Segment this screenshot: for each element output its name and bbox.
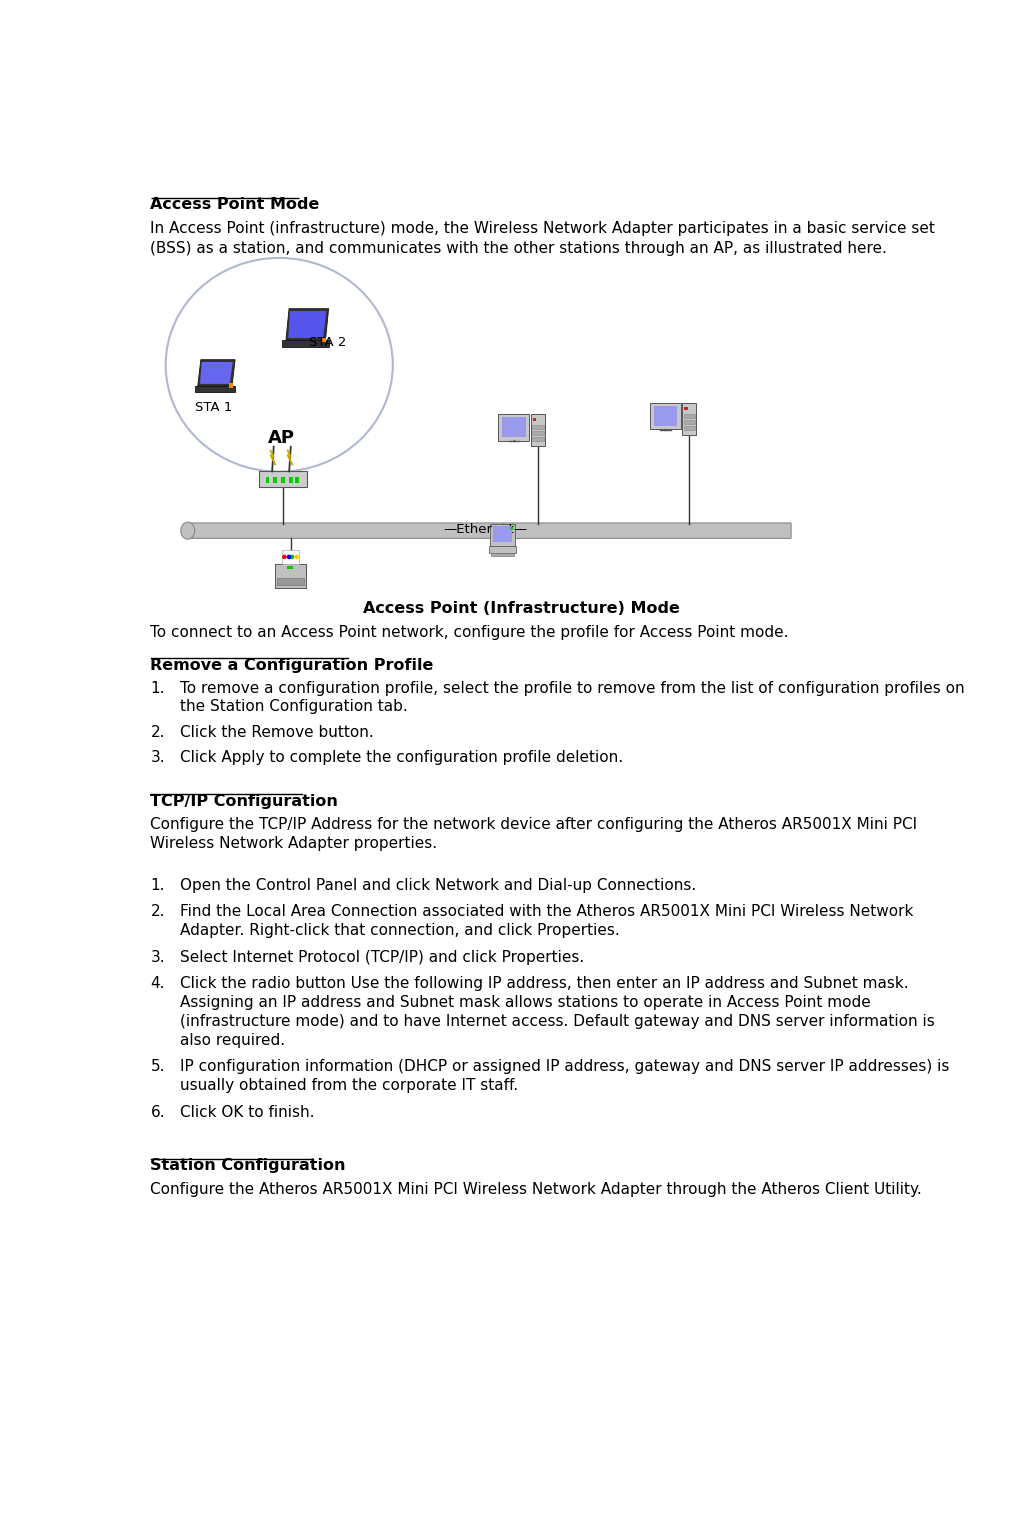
Text: TCP/IP Configuration: TCP/IP Configuration — [151, 794, 338, 809]
FancyBboxPatch shape — [275, 565, 306, 589]
FancyBboxPatch shape — [259, 471, 307, 487]
FancyBboxPatch shape — [187, 523, 791, 539]
FancyBboxPatch shape — [499, 415, 529, 441]
Text: Open the Control Panel and click Network and Dial-up Connections.: Open the Control Panel and click Network… — [180, 878, 696, 894]
FancyBboxPatch shape — [194, 386, 235, 392]
Polygon shape — [197, 360, 235, 386]
Text: STA 1: STA 1 — [195, 401, 233, 413]
FancyBboxPatch shape — [684, 415, 695, 418]
Polygon shape — [288, 311, 326, 338]
FancyBboxPatch shape — [649, 404, 681, 430]
Text: 3.: 3. — [151, 950, 165, 965]
Text: In Access Point (infrastructure) mode, the Wireless Network Adapter participates: In Access Point (infrastructure) mode, t… — [151, 220, 936, 236]
FancyBboxPatch shape — [266, 477, 270, 482]
Polygon shape — [286, 309, 329, 340]
FancyBboxPatch shape — [684, 407, 688, 410]
Text: IP configuration information (DHCP or assigned IP address, gateway and DNS serve: IP configuration information (DHCP or as… — [180, 1059, 950, 1074]
Circle shape — [290, 554, 294, 560]
FancyBboxPatch shape — [229, 382, 233, 387]
FancyBboxPatch shape — [532, 438, 544, 441]
Text: Remove a Configuration Profile: Remove a Configuration Profile — [151, 658, 434, 673]
Text: To connect to an Access Point network, configure the profile for Access Point mo: To connect to an Access Point network, c… — [151, 626, 789, 640]
Text: 1.: 1. — [151, 878, 165, 894]
Text: AP: AP — [268, 428, 294, 447]
Circle shape — [510, 526, 513, 529]
Circle shape — [282, 554, 287, 560]
FancyBboxPatch shape — [282, 340, 329, 347]
FancyBboxPatch shape — [494, 526, 512, 542]
FancyBboxPatch shape — [281, 477, 285, 482]
FancyBboxPatch shape — [532, 418, 536, 421]
Circle shape — [294, 554, 299, 560]
Text: STA 2: STA 2 — [308, 335, 346, 349]
Text: 5.: 5. — [151, 1059, 165, 1074]
FancyBboxPatch shape — [532, 425, 544, 428]
FancyBboxPatch shape — [654, 407, 677, 425]
FancyBboxPatch shape — [684, 421, 695, 424]
Text: Click the Remove button.: Click the Remove button. — [180, 725, 374, 739]
FancyBboxPatch shape — [502, 418, 525, 436]
Text: —Ethernet—: —Ethernet— — [444, 523, 527, 535]
Text: Select Internet Protocol (TCP/IP) and click Properties.: Select Internet Protocol (TCP/IP) and cl… — [180, 950, 584, 965]
FancyBboxPatch shape — [277, 578, 303, 586]
FancyBboxPatch shape — [490, 546, 516, 554]
Text: Configure the TCP/IP Address for the network device after configuring the Athero: Configure the TCP/IP Address for the net… — [151, 817, 917, 832]
Text: Find the Local Area Connection associated with the Atheros AR5001X Mini PCI Wire: Find the Local Area Connection associate… — [180, 904, 913, 920]
FancyBboxPatch shape — [532, 431, 544, 435]
Text: 2.: 2. — [151, 904, 165, 920]
Polygon shape — [201, 363, 233, 384]
Text: Click OK to finish.: Click OK to finish. — [180, 1105, 315, 1120]
Text: the Station Configuration tab.: the Station Configuration tab. — [180, 699, 407, 715]
Text: 1.: 1. — [151, 681, 165, 696]
Text: also required.: also required. — [180, 1033, 285, 1048]
FancyBboxPatch shape — [491, 523, 515, 546]
Text: Click Apply to complete the configuration profile deletion.: Click Apply to complete the configuratio… — [180, 750, 623, 765]
Text: To remove a configuration profile, select the profile to remove from the list of: To remove a configuration profile, selec… — [180, 681, 965, 696]
Text: 4.: 4. — [151, 976, 165, 991]
Text: Access Point Mode: Access Point Mode — [151, 197, 320, 213]
Text: Wireless Network Adapter properties.: Wireless Network Adapter properties. — [151, 835, 438, 851]
FancyBboxPatch shape — [491, 552, 514, 557]
Text: Station Configuration: Station Configuration — [151, 1158, 346, 1174]
FancyBboxPatch shape — [295, 477, 299, 482]
Text: Access Point (Infrastructure) Mode: Access Point (Infrastructure) Mode — [363, 601, 680, 615]
Ellipse shape — [181, 522, 194, 539]
Text: Assigning an IP address and Subnet mask allows stations to operate in Access Poi: Assigning an IP address and Subnet mask … — [180, 994, 870, 1010]
Text: usually obtained from the corporate IT staff.: usually obtained from the corporate IT s… — [180, 1079, 518, 1094]
FancyBboxPatch shape — [531, 413, 545, 445]
FancyBboxPatch shape — [282, 549, 299, 565]
FancyBboxPatch shape — [289, 477, 293, 482]
FancyBboxPatch shape — [682, 402, 696, 435]
Text: 2.: 2. — [151, 725, 165, 739]
Text: 3.: 3. — [151, 750, 165, 765]
Text: (infrastructure mode) and to have Internet access. Default gateway and DNS serve: (infrastructure mode) and to have Intern… — [180, 1014, 935, 1030]
FancyBboxPatch shape — [287, 566, 293, 569]
Text: Configure the Atheros AR5001X Mini PCI Wireless Network Adapter through the Athe: Configure the Atheros AR5001X Mini PCI W… — [151, 1181, 922, 1196]
Circle shape — [287, 554, 291, 560]
Text: 6.: 6. — [151, 1105, 165, 1120]
Text: (BSS) as a station, and communicates with the other stations through an AP, as i: (BSS) as a station, and communicates wit… — [151, 240, 888, 256]
Text: Click the radio button Use the following IP address, then enter an IP address an: Click the radio button Use the following… — [180, 976, 909, 991]
Text: Adapter. Right-click that connection, and click Properties.: Adapter. Right-click that connection, an… — [180, 923, 620, 938]
FancyBboxPatch shape — [684, 427, 695, 430]
FancyBboxPatch shape — [323, 337, 326, 341]
FancyBboxPatch shape — [273, 477, 277, 482]
